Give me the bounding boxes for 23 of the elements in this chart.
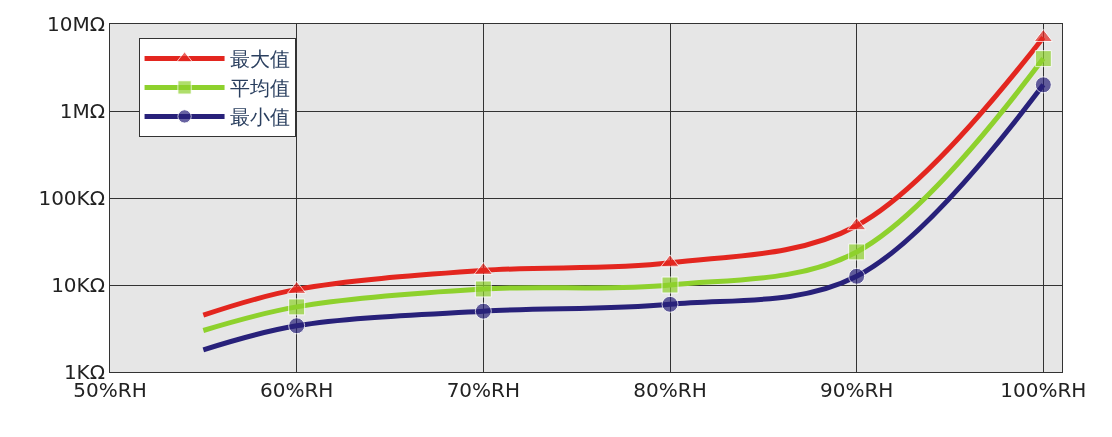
point	[474, 280, 492, 298]
point	[288, 298, 306, 316]
point	[288, 317, 306, 335]
x-tick-label: 100%RH	[1000, 378, 1087, 402]
legend-label: 平均值	[229, 76, 290, 101]
legend-label: 最小值	[229, 105, 290, 130]
y-tick-label: 100KΩ	[38, 186, 105, 210]
point	[661, 295, 679, 313]
x-tick-label: 80%RH	[633, 378, 707, 402]
point	[661, 276, 679, 294]
point	[474, 302, 492, 320]
legend-label: 最大值	[229, 47, 290, 72]
point	[848, 267, 866, 285]
y-tick-label: 1MΩ	[59, 99, 105, 123]
y-tick-label: 10MΩ	[47, 12, 105, 36]
point	[660, 254, 680, 268]
point	[1034, 50, 1052, 68]
x-tick-label: 90%RH	[819, 378, 894, 402]
x-tick-label: 60%RH	[259, 378, 334, 402]
y-tick-label: 10KΩ	[51, 273, 105, 297]
x-tick-label: 70%RH	[446, 378, 521, 402]
point	[1034, 76, 1052, 94]
point	[848, 243, 866, 261]
